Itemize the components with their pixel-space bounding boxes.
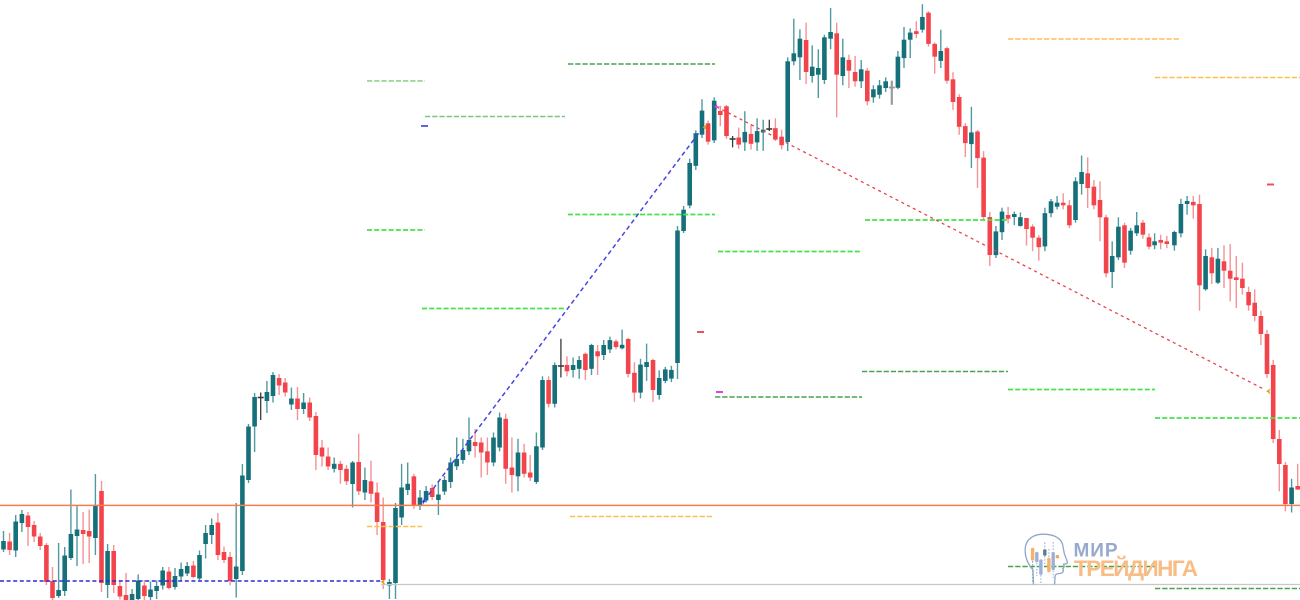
svg-text:ТРЕЙДИНГА: ТРЕЙДИНГА	[1074, 556, 1199, 581]
svg-text:МИР: МИР	[1074, 540, 1120, 561]
